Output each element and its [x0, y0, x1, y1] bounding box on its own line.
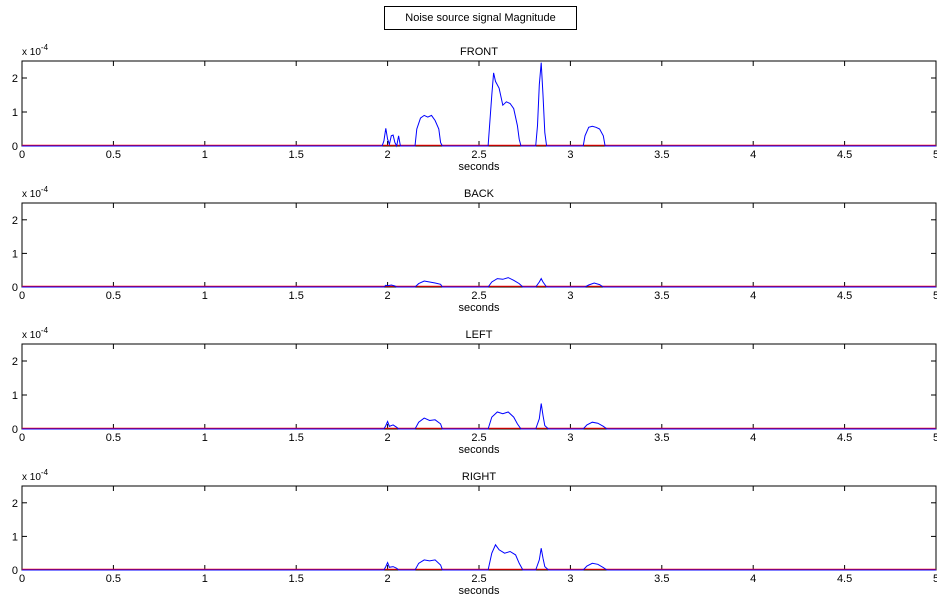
xtick-label-left-0: 0: [19, 432, 25, 444]
xlabel-front: seconds: [459, 161, 500, 173]
xtick-label-right-4: 2: [385, 573, 391, 585]
subplot-title-front: FRONT: [460, 46, 498, 58]
axes-left: [21, 343, 937, 430]
xtick-label-left-4: 2: [385, 432, 391, 444]
xtick-label-back-7: 3.5: [654, 290, 669, 302]
xtick-label-right-0: 0: [19, 573, 25, 585]
xtick-label-back-9: 4.5: [837, 290, 852, 302]
exponent-label-back: x 10-4: [22, 185, 49, 200]
xtick-label-front-5: 2.5: [471, 149, 486, 161]
xtick-label-front-8: 4: [750, 149, 756, 161]
xtick-label-left-5: 2.5: [471, 432, 486, 444]
xtick-label-back-2: 1: [202, 290, 208, 302]
xtick-label-right-6: 3: [567, 573, 573, 585]
ytick-label-right-1: 1: [12, 531, 18, 543]
xtick-label-front-0: 0: [19, 149, 25, 161]
axes-right: [21, 485, 937, 571]
ytick-label-left-2: 2: [12, 356, 18, 368]
xtick-label-front-3: 1.5: [289, 149, 304, 161]
ytick-label-right-2: 2: [12, 498, 18, 510]
xtick-label-front-9: 4.5: [837, 149, 852, 161]
xlabel-right: seconds: [459, 585, 500, 597]
exponent-label-front: x 10-4: [22, 43, 49, 58]
xtick-label-front-10: 5: [933, 149, 937, 161]
axes-front: [21, 60, 937, 147]
legend-text: Noise source signal Magnitude: [405, 12, 556, 24]
subplot-title-back: BACK: [464, 188, 495, 200]
xtick-label-front-1: 0.5: [106, 149, 121, 161]
xtick-label-back-4: 2: [385, 290, 391, 302]
xtick-label-front-2: 1: [202, 149, 208, 161]
xtick-label-front-7: 3.5: [654, 149, 669, 161]
xtick-label-left-1: 0.5: [106, 432, 121, 444]
ytick-label-back-0: 0: [12, 282, 18, 294]
ytick-label-left-1: 1: [12, 390, 18, 402]
exponent-label-left: x 10-4: [22, 326, 49, 341]
series-line-left-blue: [22, 403, 936, 430]
xtick-label-right-9: 4.5: [837, 573, 852, 585]
subplot-title-left: LEFT: [466, 329, 493, 341]
subplot-title-right: RIGHT: [462, 471, 497, 483]
xtick-label-left-9: 4.5: [837, 432, 852, 444]
xtick-label-left-3: 1.5: [289, 432, 304, 444]
axes-back: [21, 202, 937, 288]
xtick-label-left-2: 1: [202, 432, 208, 444]
xtick-label-right-2: 1: [202, 573, 208, 585]
legend-box: Noise source signal Magnitude: [384, 6, 577, 30]
ytick-label-front-2: 2: [12, 73, 18, 85]
xtick-label-right-3: 1.5: [289, 573, 304, 585]
ytick-label-front-0: 0: [12, 141, 18, 153]
xtick-label-right-5: 2.5: [471, 573, 486, 585]
ytick-label-back-1: 1: [12, 248, 18, 260]
xtick-label-right-7: 3.5: [654, 573, 669, 585]
xtick-label-back-8: 4: [750, 290, 756, 302]
xtick-label-left-7: 3.5: [654, 432, 669, 444]
ytick-label-back-2: 2: [12, 215, 18, 227]
ytick-label-right-0: 0: [12, 565, 18, 577]
xtick-label-right-1: 0.5: [106, 573, 121, 585]
xtick-label-back-10: 5: [933, 290, 937, 302]
xtick-label-right-10: 5: [933, 573, 937, 585]
xlabel-left: seconds: [459, 444, 500, 456]
ytick-label-left-0: 0: [12, 424, 18, 436]
xtick-label-back-3: 1.5: [289, 290, 304, 302]
xtick-label-back-0: 0: [19, 290, 25, 302]
xlabel-back: seconds: [459, 302, 500, 314]
series-line-back-blue: [22, 277, 936, 288]
series-line-right-blue: [22, 543, 936, 571]
xtick-label-back-5: 2.5: [471, 290, 486, 302]
exponent-label-right: x 10-4: [22, 468, 49, 483]
xtick-label-left-8: 4: [750, 432, 756, 444]
xtick-label-front-4: 2: [385, 149, 391, 161]
series-line-front-blue: [22, 62, 936, 148]
xtick-label-right-8: 4: [750, 573, 756, 585]
xtick-label-left-6: 3: [567, 432, 573, 444]
xtick-label-front-6: 3: [567, 149, 573, 161]
xtick-label-back-6: 3: [567, 290, 573, 302]
xtick-label-left-10: 5: [933, 432, 937, 444]
xtick-label-back-1: 0.5: [106, 290, 121, 302]
ytick-label-front-1: 1: [12, 107, 18, 119]
